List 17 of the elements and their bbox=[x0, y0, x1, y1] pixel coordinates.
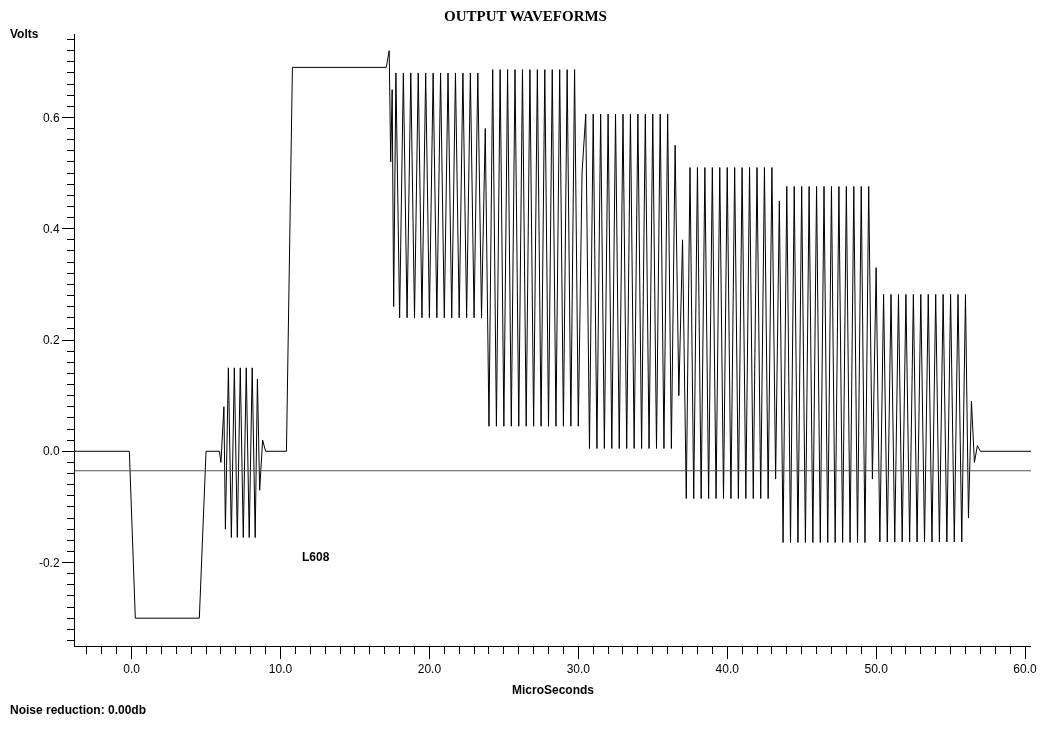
x-tick-label: 30.0 bbox=[566, 662, 591, 677]
annotation: L608 bbox=[302, 550, 330, 564]
x-tick-label: 0.0 bbox=[123, 662, 141, 677]
x-tick-label: 40.0 bbox=[715, 662, 740, 677]
x-tick-label: 20.0 bbox=[417, 662, 442, 677]
x-axis-title: MicroSeconds bbox=[511, 683, 595, 698]
y-axis-title: Volts bbox=[10, 27, 39, 41]
text: Noise reduction: 0.00db bbox=[10, 703, 147, 717]
y-tick-label: 0.4 bbox=[42, 221, 60, 236]
x-tick-label: 10.0 bbox=[268, 662, 293, 677]
y-tick-label: 0.6 bbox=[42, 110, 60, 125]
y-tick-label: 0.0 bbox=[42, 444, 60, 459]
y-tick-label: 0.2 bbox=[42, 333, 60, 348]
x-tick-label: 60.0 bbox=[1013, 662, 1038, 677]
y-tick-label: -0.2 bbox=[38, 555, 60, 570]
x-tick-label: 50.0 bbox=[864, 662, 889, 677]
chart-title: OUTPUT WAVEFORMS bbox=[444, 8, 607, 25]
